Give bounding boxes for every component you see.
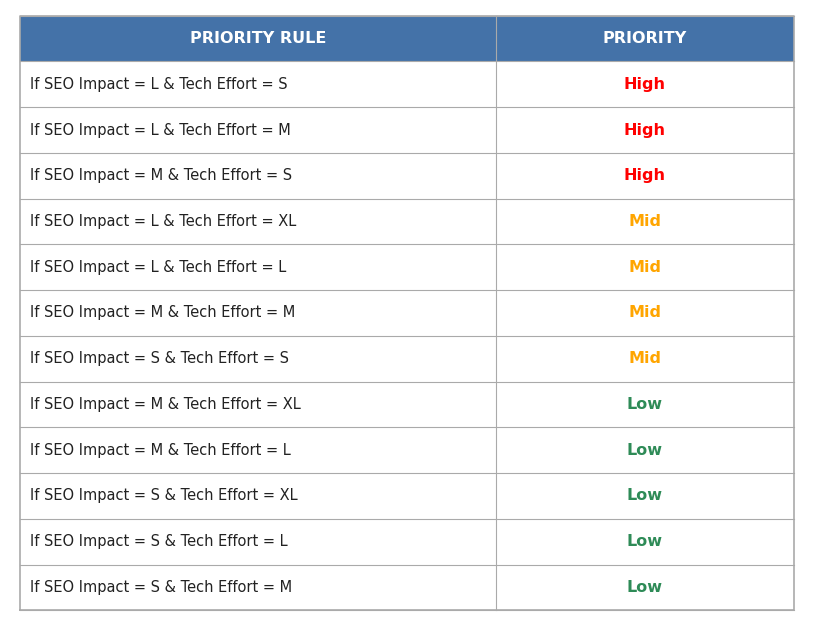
Bar — [20, 61, 794, 107]
Bar — [20, 336, 794, 382]
Text: If SEO Impact = S & Tech Effort = M: If SEO Impact = S & Tech Effort = M — [30, 580, 292, 595]
Text: Mid: Mid — [628, 305, 661, 321]
Text: Low: Low — [627, 580, 663, 595]
Text: If SEO Impact = M & Tech Effort = S: If SEO Impact = M & Tech Effort = S — [30, 168, 292, 183]
Bar — [20, 428, 794, 473]
Text: Mid: Mid — [628, 214, 661, 229]
Text: High: High — [624, 77, 666, 92]
Text: If SEO Impact = L & Tech Effort = L: If SEO Impact = L & Tech Effort = L — [30, 260, 287, 275]
Text: If SEO Impact = M & Tech Effort = XL: If SEO Impact = M & Tech Effort = XL — [30, 397, 301, 412]
Text: If SEO Impact = S & Tech Effort = L: If SEO Impact = S & Tech Effort = L — [30, 534, 287, 549]
Text: Mid: Mid — [628, 260, 661, 275]
Text: Low: Low — [627, 443, 663, 458]
Text: If SEO Impact = M & Tech Effort = M: If SEO Impact = M & Tech Effort = M — [30, 305, 295, 321]
Text: If SEO Impact = S & Tech Effort = S: If SEO Impact = S & Tech Effort = S — [30, 351, 289, 366]
Text: Low: Low — [627, 397, 663, 412]
Bar — [20, 473, 794, 519]
Bar — [20, 244, 794, 290]
Text: Mid: Mid — [628, 351, 661, 366]
Text: If SEO Impact = L & Tech Effort = S: If SEO Impact = L & Tech Effort = S — [30, 77, 287, 92]
Text: Low: Low — [627, 534, 663, 549]
Bar — [20, 290, 794, 336]
Bar — [20, 382, 794, 428]
Text: If SEO Impact = L & Tech Effort = XL: If SEO Impact = L & Tech Effort = XL — [30, 214, 296, 229]
Text: If SEO Impact = L & Tech Effort = M: If SEO Impact = L & Tech Effort = M — [30, 123, 291, 138]
Bar — [20, 198, 794, 244]
Text: High: High — [624, 123, 666, 138]
Bar — [20, 16, 794, 61]
Text: Low: Low — [627, 488, 663, 503]
Text: If SEO Impact = M & Tech Effort = L: If SEO Impact = M & Tech Effort = L — [30, 443, 291, 458]
Text: High: High — [624, 168, 666, 183]
Bar — [20, 107, 794, 153]
Text: PRIORITY: PRIORITY — [602, 31, 687, 46]
Bar — [20, 153, 794, 198]
Text: If SEO Impact = S & Tech Effort = XL: If SEO Impact = S & Tech Effort = XL — [30, 488, 298, 503]
Bar — [20, 565, 794, 610]
Text: PRIORITY RULE: PRIORITY RULE — [190, 31, 326, 46]
Bar — [20, 519, 794, 565]
